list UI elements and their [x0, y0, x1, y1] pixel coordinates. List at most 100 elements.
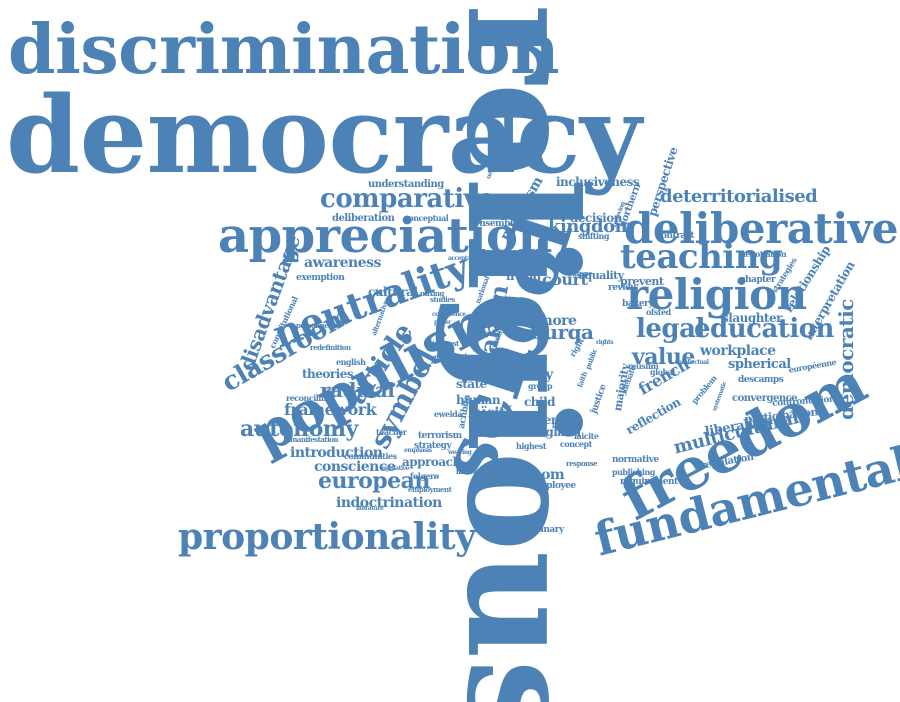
- word: radical: [320, 378, 395, 402]
- word: convergence: [732, 393, 798, 404]
- word: case: [462, 363, 490, 377]
- word: workplace: [700, 343, 776, 359]
- word: value: [632, 344, 695, 370]
- word: strategy: [414, 441, 452, 451]
- word: exemption: [296, 273, 345, 283]
- word: slaughter: [722, 311, 782, 325]
- word: european: [318, 468, 430, 494]
- word: laïcité: [468, 405, 514, 421]
- word: paper: [434, 319, 451, 326]
- word: state: [456, 377, 487, 391]
- word: communities: [344, 451, 397, 461]
- word: literature: [356, 505, 384, 512]
- word: mixing: [420, 289, 444, 298]
- word: muslim: [628, 361, 659, 371]
- word: rights: [596, 339, 614, 346]
- word: employee: [532, 481, 576, 491]
- word: education: [694, 314, 834, 344]
- word: publishing: [612, 467, 655, 477]
- word: redefinition: [310, 343, 351, 352]
- word: diversity: [488, 251, 551, 267]
- word: descamps: [738, 375, 784, 385]
- word: conscience: [314, 459, 396, 475]
- word: deliberative: [624, 204, 898, 253]
- word: decision: [570, 211, 622, 225]
- word: concept: [560, 439, 592, 449]
- word: requirement: [620, 477, 678, 487]
- word: manifestation: [290, 435, 339, 444]
- word: conceptual: [404, 213, 449, 223]
- word: recent: [524, 413, 565, 427]
- word: living: [506, 269, 541, 283]
- word: burqa: [530, 320, 594, 344]
- word: understanding: [368, 179, 444, 190]
- word: employment: [408, 485, 452, 494]
- word: coexistence: [432, 311, 466, 318]
- word: more: [538, 313, 577, 329]
- word: appreciation: [218, 208, 552, 264]
- word: religion: [626, 270, 807, 319]
- word: cultural: [368, 285, 418, 299]
- word: laicite: [574, 431, 599, 441]
- word: terrorism: [418, 431, 462, 441]
- word: chapter: [740, 275, 776, 285]
- word: eweida: [434, 409, 462, 419]
- word: based: [486, 265, 510, 275]
- word: multidisciplinary: [486, 525, 564, 535]
- word: response: [566, 459, 598, 468]
- word: discrimination: [8, 10, 560, 90]
- word: proportionality: [178, 516, 476, 558]
- word: autonomy: [240, 416, 358, 442]
- word: english: [336, 357, 366, 367]
- word: impact: [436, 353, 468, 363]
- word: teacher: [376, 427, 407, 437]
- word: introduction: [290, 445, 383, 461]
- word: headscarf: [552, 423, 581, 430]
- word: highest: [516, 441, 547, 451]
- word: individual: [456, 467, 491, 476]
- word: systematic: [711, 380, 729, 413]
- word: lesson: [460, 355, 489, 365]
- word: theories: [302, 367, 354, 381]
- word: human: [456, 393, 501, 407]
- word: equality: [578, 269, 624, 282]
- word: principled: [474, 211, 521, 221]
- word: democracy: [6, 72, 642, 197]
- word: ensemble: [474, 219, 519, 229]
- word: child: [524, 395, 556, 409]
- word: approach: [402, 455, 461, 469]
- word: inclusiveness: [556, 175, 640, 189]
- word: prevent: [620, 275, 664, 288]
- word: awareness: [304, 255, 381, 271]
- word: reconciling: [286, 393, 332, 403]
- word: courtroom: [486, 467, 565, 483]
- word: personnel: [296, 321, 331, 330]
- word: comparative: [320, 184, 495, 214]
- word: teaching: [620, 237, 783, 277]
- word: baby: [518, 367, 553, 383]
- word: legal: [636, 314, 705, 344]
- word: kingdom: [548, 216, 634, 237]
- word: acceptable: [448, 255, 480, 262]
- word: review: [608, 283, 638, 293]
- word: ofsted: [646, 307, 671, 317]
- word: group: [528, 381, 553, 391]
- word: deterritorialised: [660, 186, 818, 207]
- word: reflection: [623, 394, 683, 438]
- word: intellectual: [676, 359, 709, 366]
- word: bakery: [622, 299, 654, 309]
- word: folgerø: [410, 471, 439, 481]
- word: wearing: [448, 449, 472, 456]
- word: contrast: [656, 231, 694, 241]
- word: interest: [432, 339, 459, 348]
- word: deliberation: [332, 213, 395, 224]
- word: emphasis: [404, 447, 432, 454]
- word: shifting: [578, 231, 609, 241]
- word: europe: [568, 269, 593, 278]
- word: framework: [284, 400, 377, 419]
- word: normative: [612, 455, 659, 465]
- word: spherical: [728, 357, 791, 372]
- word: studies: [430, 295, 455, 304]
- word: interaction: [504, 481, 536, 488]
